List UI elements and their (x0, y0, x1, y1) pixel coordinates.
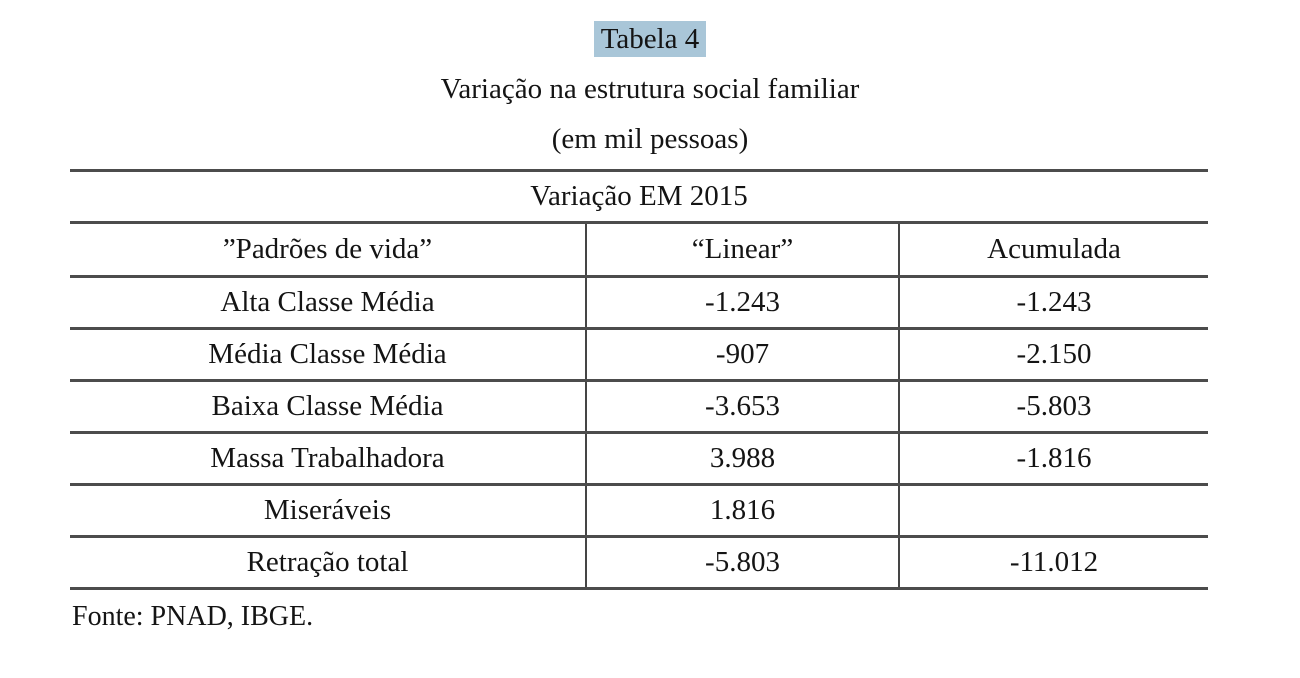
table-header-row: ”Padrões de vida” “Linear” Acumulada (70, 222, 1209, 278)
row-linear-value: -907 (585, 328, 899, 382)
row-acumulada-value: -5.803 (897, 380, 1209, 434)
row-label: Miseráveis (70, 484, 586, 538)
table-caption-block: Tabela 4 Variação na estrutura social fa… (0, 0, 1300, 164)
row-linear-value: 1.816 (585, 484, 899, 538)
column-header-acumulada: Acumulada (897, 222, 1209, 278)
row-label: Retração total (70, 536, 586, 590)
table-row-baixa-classe-media: Baixa Classe Média -3.653 -5.803 (70, 380, 1209, 434)
row-acumulada-value: -2.150 (897, 328, 1209, 382)
table-number-highlighted-text: Tabela 4 (593, 21, 707, 57)
table-row-massa-trabalhadora: Massa Trabalhadora 3.988 -1.816 (70, 432, 1209, 486)
span-header-variacao-2015: Variação EM 2015 (70, 169, 1209, 224)
row-acumulada-value: -11.012 (897, 536, 1209, 590)
row-acumulada-value: -1.243 (897, 276, 1209, 330)
row-label: Massa Trabalhadora (70, 432, 586, 486)
table-unit-subtitle: (em mil pessoas) (551, 123, 749, 155)
table-row-miseraveis: Miseráveis 1.816 (70, 484, 1209, 538)
table-span-header-row: Variação EM 2015 (70, 169, 1209, 224)
row-label: Baixa Classe Média (70, 380, 586, 434)
column-header-linear: “Linear” (585, 222, 899, 278)
row-linear-value: 3.988 (585, 432, 899, 486)
row-linear-value: -5.803 (585, 536, 899, 590)
row-linear-value: -1.243 (585, 276, 899, 330)
column-header-padroes-de-vida: ”Padrões de vida” (70, 222, 586, 278)
row-acumulada-value (897, 484, 1209, 538)
row-linear-value: -3.653 (585, 380, 899, 434)
row-acumulada-value: -1.816 (897, 432, 1209, 486)
table-row-retracao-total: Retração total -5.803 -11.012 (70, 536, 1209, 590)
table-row-media-classe-media: Média Classe Média -907 -2.150 (70, 328, 1209, 382)
row-label: Média Classe Média (70, 328, 586, 382)
row-label: Alta Classe Média (70, 276, 586, 330)
table-number-line: Tabela 4 (0, 14, 1300, 64)
data-table: Variação EM 2015 ”Padrões de vida” “Line… (70, 169, 1209, 590)
source-note: Fonte: PNAD, IBGE. (72, 601, 314, 632)
table-row-alta-classe-media: Alta Classe Média -1.243 -1.243 (70, 276, 1209, 330)
table-title: Variação na estrutura social familiar (440, 73, 860, 105)
